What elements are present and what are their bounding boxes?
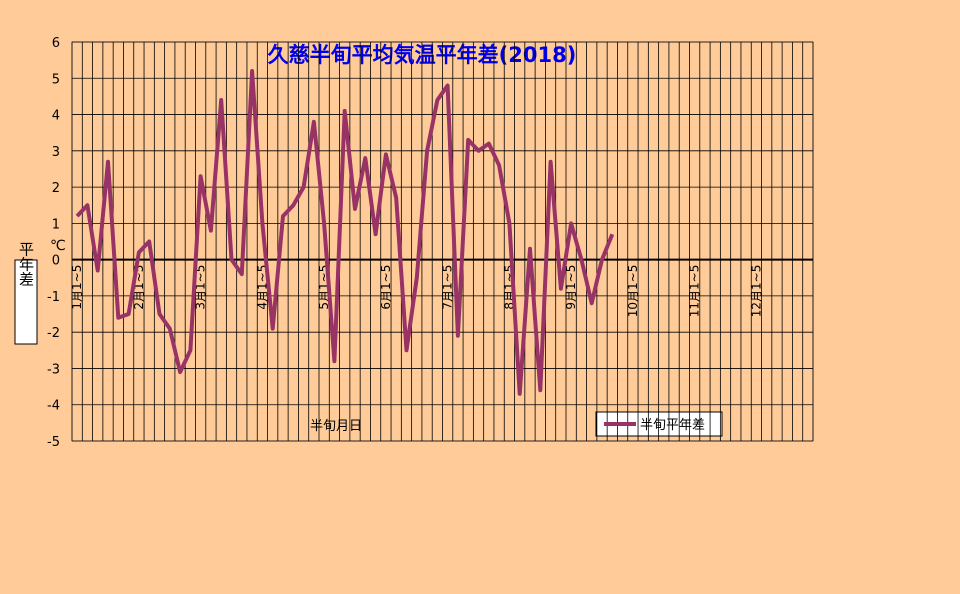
y-tick-label: 3: [52, 145, 60, 160]
y-tick-label: -2: [47, 326, 60, 341]
x-tick-label: 7月1~5: [441, 265, 455, 310]
legend-label: 半旬平年差: [640, 418, 705, 433]
x-tick-label: 6月1~5: [379, 265, 393, 310]
y-tick-label: 1: [52, 217, 60, 232]
x-tick-label: 1月1~5: [70, 265, 84, 310]
x-label: 半旬月日: [310, 419, 362, 434]
y-tick-label: -1: [47, 290, 60, 305]
y-tick-label: -3: [47, 362, 60, 377]
x-tick-label: 12月1~5: [749, 265, 763, 318]
y-tick-label: 2: [52, 181, 60, 196]
y-tick-label: 5: [52, 72, 60, 87]
y-tick-label: 0: [52, 254, 60, 269]
y-tick-label: -4: [47, 399, 60, 414]
x-tick-label: 9月1~5: [564, 265, 578, 310]
y-label-box: [14, 259, 38, 345]
x-tick-label: 3月1~5: [194, 265, 208, 310]
x-tick-label: 10月1~5: [626, 265, 640, 318]
y-label-text: 平年差: [17, 242, 35, 287]
x-tick-label: 11月1~5: [688, 265, 702, 318]
y-tick-label: 4: [52, 109, 60, 124]
y-tick-label: -5: [47, 435, 60, 450]
y-tick-label: 6: [52, 36, 60, 51]
data-line: [75, 69, 615, 396]
y-unit: ℃: [50, 238, 66, 254]
